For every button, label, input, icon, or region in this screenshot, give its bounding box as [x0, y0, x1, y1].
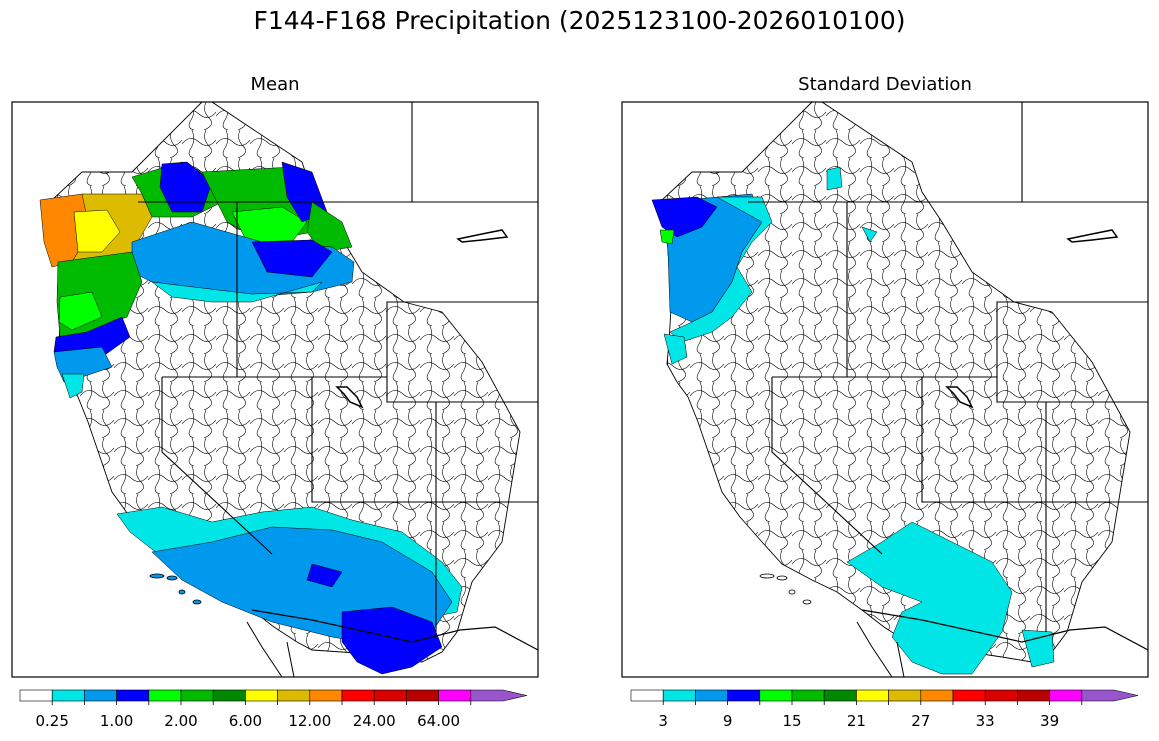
colorbar-tick-label: 12.00 — [288, 712, 331, 730]
stddev-orcoast-cyan — [663, 333, 688, 365]
colorbar-tick-label: 15 — [782, 712, 801, 730]
mean-pnw-midblue — [131, 221, 355, 298]
stddev-pnw-blue — [651, 196, 718, 238]
stddev-nw-small-cyan2 — [861, 226, 878, 243]
colorbar-swatch — [438, 689, 472, 702]
stddev-borders — [748, 102, 1148, 632]
colorbar-swatch — [212, 689, 246, 702]
colorbar-swatch — [1049, 689, 1083, 702]
colorbar-swatch — [984, 689, 1018, 702]
colorbar-swatch — [662, 689, 696, 702]
mean-pnw-blue3 — [251, 239, 333, 278]
colorbar-swatch — [920, 689, 954, 702]
colorbar-swatch — [888, 689, 922, 702]
colorbar-tick-label: 24.00 — [353, 712, 396, 730]
mean-orcoast-lime — [58, 291, 103, 331]
stddev-great-salt-lake — [945, 386, 974, 409]
colorbar-swatch — [373, 689, 407, 702]
colorbar-swatch — [630, 689, 664, 702]
colorbar-tick-label: 21 — [847, 712, 866, 730]
colorbar-tick-label: 27 — [911, 712, 930, 730]
stddev-nw-small-cyan — [826, 166, 843, 191]
figure-title: F144-F168 Precipitation (2025123100-2026… — [253, 6, 906, 35]
mean-channel-islands — [149, 573, 202, 605]
colorbar-tick-label: 6.00 — [229, 712, 262, 730]
colorbar-tick-label: 39 — [1040, 712, 1059, 730]
panel-title-mean: Mean — [250, 74, 300, 95]
colorbar-tick-label: 64.00 — [417, 712, 460, 730]
colorbar-swatch — [470, 689, 528, 702]
mean-mexico-border — [251, 609, 539, 651]
colorbar-swatch — [1017, 689, 1050, 702]
colorbar-swatch — [759, 689, 793, 702]
stddev-sw-cyan — [846, 521, 1013, 675]
colorbar-tick-label: 1.00 — [100, 712, 133, 730]
colorbar-swatch — [148, 689, 182, 702]
mean-great-salt-lake — [335, 386, 364, 409]
colorbar-swatch — [406, 689, 439, 702]
colorbar-swatch — [952, 689, 986, 702]
colorbar-swatch — [277, 689, 311, 702]
colorbar-swatch — [180, 689, 214, 702]
colorbar-swatch — [727, 689, 761, 702]
colorbar-tick-label: 9 — [723, 712, 733, 730]
colorbar-swatch — [51, 689, 85, 702]
colorbar-tick-label: 3 — [658, 712, 668, 730]
stddev-baja — [856, 621, 905, 678]
stddev-sw-cyan2 — [1021, 629, 1055, 668]
mean-pnw-cyan — [151, 281, 323, 303]
colorbar-tick-label: 33 — [976, 712, 995, 730]
stddev-channel-islands — [759, 573, 812, 605]
colorbar-swatch — [341, 689, 375, 702]
colorbar-tick-label: 0.25 — [35, 712, 68, 730]
colorbar-swatch — [856, 689, 889, 702]
colorbar-swatch — [791, 689, 825, 702]
mean-sw-blue — [341, 606, 443, 675]
stddev-lake-superior — [1066, 229, 1119, 243]
colorbar-tick-label: 2.00 — [164, 712, 197, 730]
colorbar-swatch — [19, 689, 53, 702]
stddev-map — [621, 101, 1149, 678]
mean-baja — [246, 621, 295, 678]
mean-borders — [138, 102, 538, 632]
mean-colorbar: 0.25 1.00 2.00 6.00 12.00 24.00 64.00 — [19, 689, 528, 730]
mean-pnw-blue1 — [159, 161, 213, 213]
colorbar-swatch — [309, 689, 343, 702]
stddev-pnw-green — [659, 229, 675, 245]
mean-lake-superior — [456, 229, 509, 243]
stddev-pnw-cyan — [669, 196, 773, 343]
panel-title-stddev: Standard Deviation — [798, 74, 972, 95]
mean-nca-cyan — [61, 373, 85, 399]
colorbar-swatch — [245, 689, 278, 702]
stddev-mexico-border — [861, 609, 1149, 651]
mean-map — [11, 101, 539, 678]
colorbar-swatch — [1081, 689, 1139, 702]
stddev-colorbar: 3 9 15 21 27 33 39 — [630, 689, 1139, 730]
mean-pnw-yellow — [73, 209, 121, 253]
mean-pnw-green3 — [306, 201, 353, 253]
colorbar-swatch — [84, 689, 117, 702]
colorbar-swatch — [823, 689, 857, 702]
mean-sw-blue2 — [306, 563, 343, 588]
colorbar-swatch — [695, 689, 728, 702]
colorbar-swatch — [116, 689, 150, 702]
